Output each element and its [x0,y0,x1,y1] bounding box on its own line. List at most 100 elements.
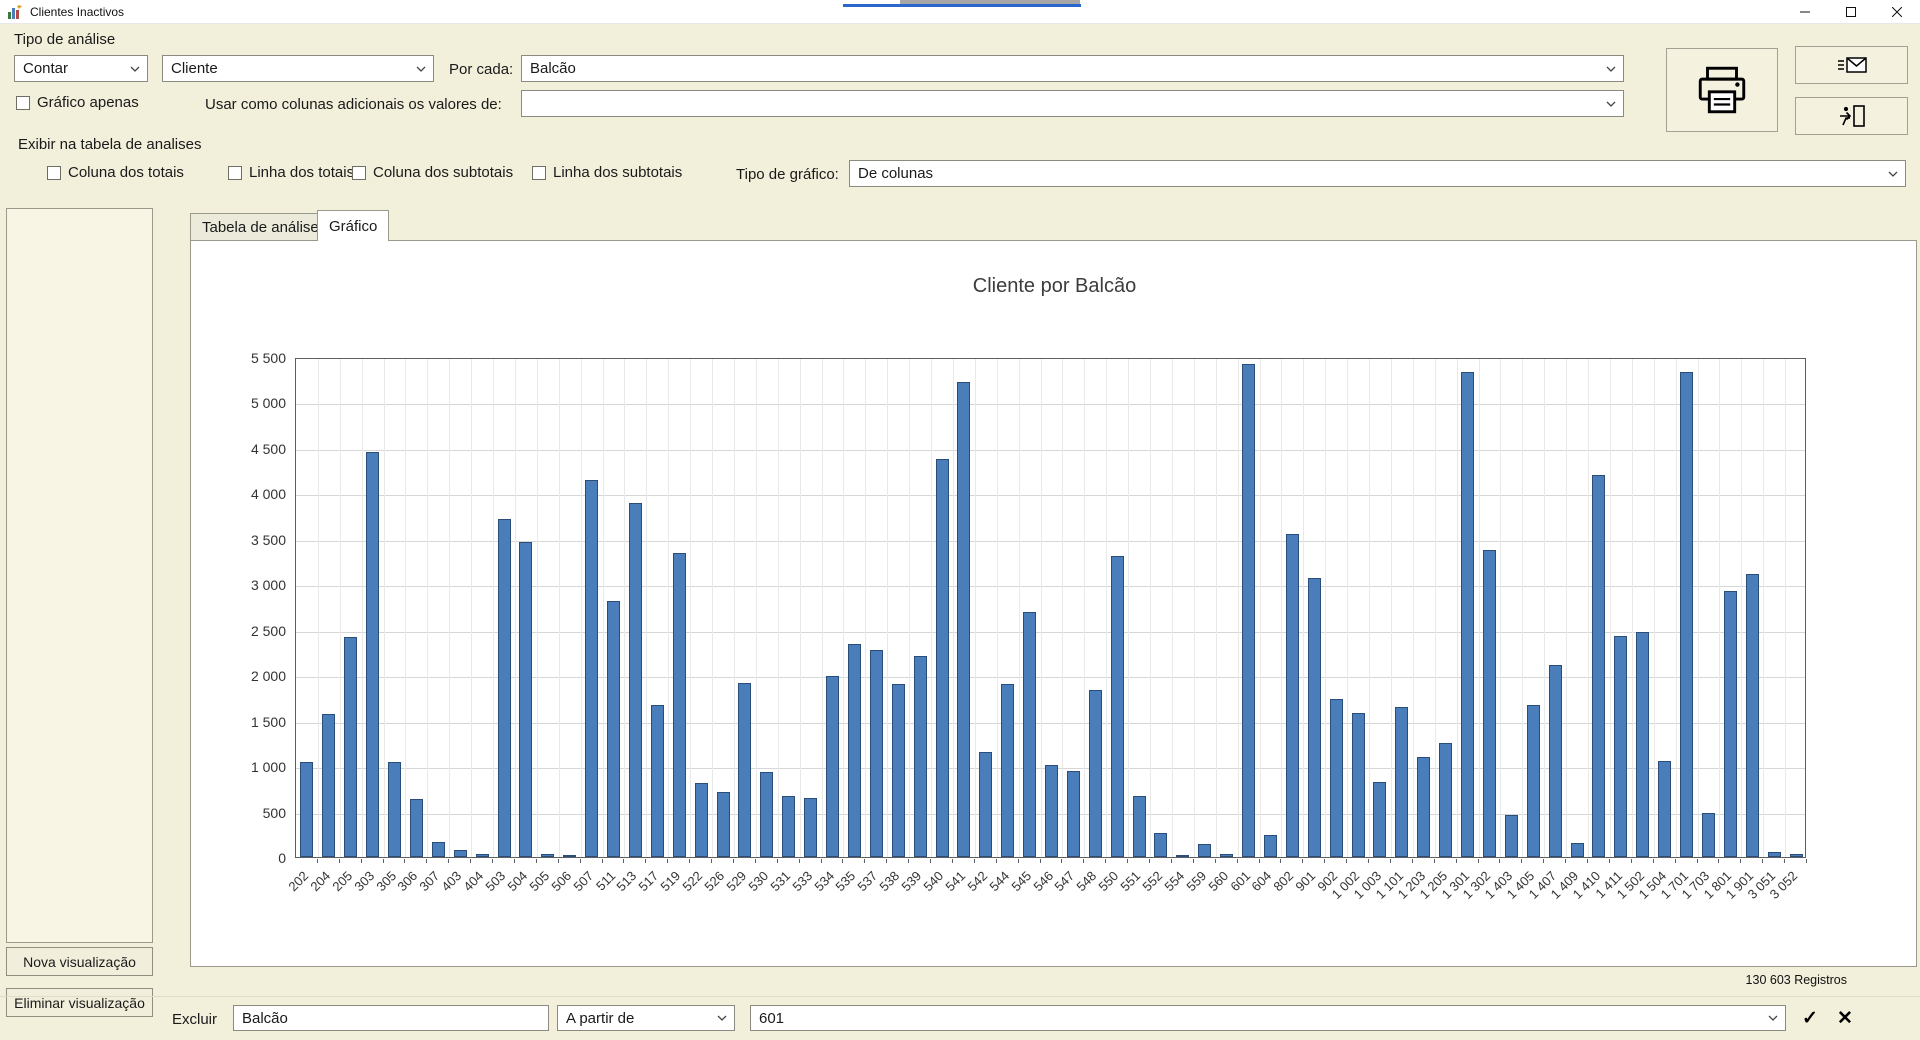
chart-bar [1461,371,1475,857]
v-gridline [1588,359,1589,857]
chart-bar [913,656,927,857]
exclude-field-combo[interactable]: Balcão [233,1005,549,1031]
y-axis-label: 1 000 [250,759,286,776]
checkbox-icon [16,95,30,110]
tab-chart[interactable]: Gráfico [317,210,390,241]
x-tick-mark [404,859,405,863]
minimize-button[interactable] [1782,0,1828,24]
v-gridline [1106,359,1108,857]
chart-type-combo[interactable]: De colunas [849,160,1906,187]
v-gridline [1719,359,1721,857]
x-tick-mark [514,859,515,863]
chart-only-checkbox-label: Gráfico apenas [37,94,139,111]
v-gridline [624,359,626,857]
chart-bar [1548,665,1562,857]
v-gridline [427,359,429,857]
views-list[interactable] [6,208,153,943]
close-button[interactable] [1874,0,1920,24]
x-tick-mark [777,859,778,863]
v-gridline [580,359,582,857]
totals-row-checkbox[interactable]: Linha dos totais [228,164,354,181]
x-tick-mark [602,859,603,863]
print-button[interactable] [1666,48,1778,132]
exclude-value-combo[interactable]: 601 [750,1005,1786,1031]
x-tick-mark [1565,859,1566,863]
new-view-button[interactable]: Nova visualização [6,947,153,976]
x-tick-mark [1762,859,1763,863]
chart-bar [1263,835,1277,857]
exclude-operator-combo[interactable]: A partir de [557,1005,735,1031]
x-tick-mark [1784,859,1785,863]
x-tick-mark [1346,859,1347,863]
v-gridline [821,359,823,857]
apply-filter-button[interactable]: ✓ [1796,1005,1824,1032]
x-tick-mark [492,859,493,863]
v-gridline [952,359,954,857]
delete-view-button[interactable]: Eliminar visualização [6,988,153,1017]
exclude-label: Excluir [172,1011,218,1028]
chart-bar [1745,574,1759,857]
v-gridline [1763,359,1765,857]
chart-bar [1592,475,1606,857]
v-gridline [1062,359,1064,857]
chart-title: Cliente por Balcão [972,275,1137,297]
chart-bar [1636,632,1650,857]
minimize-icon [1800,11,1810,13]
x-tick-mark [1434,859,1435,863]
v-gridline [317,359,319,857]
bottom-separator [0,996,1920,997]
chart-only-checkbox[interactable]: Gráfico apenas [16,94,139,111]
v-gridline [777,359,779,857]
h-gridline [296,495,1805,497]
per-each-combo[interactable]: Balcão [521,55,1624,82]
v-gridline [405,359,407,857]
x-tick-mark [1280,859,1281,863]
x-tick-mark [1215,859,1216,863]
x-tick-mark [1609,859,1610,863]
x-tick-mark [864,859,865,863]
chart-bar [1285,534,1299,857]
exit-button[interactable] [1795,97,1908,135]
v-gridline [1193,359,1195,857]
y-axis-label: 500 [262,804,286,821]
clear-filter-button[interactable]: ✕ [1831,1005,1859,1032]
x-tick-mark [1587,859,1588,863]
chevron-down-icon [717,1015,727,1021]
chart-bar [1329,698,1343,857]
subtotals-column-checkbox[interactable]: Coluna dos subtotais [352,164,513,181]
count-combo[interactable]: Contar [14,55,148,82]
exclude-value-combo-value: 601 [759,1009,785,1027]
v-gridline [1456,359,1458,857]
v-gridline [1631,359,1633,857]
y-axis-label: 4 000 [250,486,286,503]
v-gridline [383,359,385,857]
chart-bar [1351,713,1365,857]
entity-combo[interactable]: Cliente [162,55,434,82]
chart-bar [1066,770,1080,857]
checkbox-icon [352,165,366,180]
chart-bar [1504,815,1518,857]
tab-analysis-table[interactable]: Tabela de análise [190,213,331,241]
v-gridline [1128,359,1130,857]
chart-bar [366,452,380,857]
v-gridline [1281,359,1283,857]
clear-icon: ✕ [1837,1008,1853,1029]
chart-bar [388,761,402,857]
exclude-field-combo-value: Balcão [242,1009,288,1027]
email-icon [1837,57,1867,73]
x-tick-mark [1040,859,1041,863]
v-gridline [1369,359,1371,857]
chart-bar [453,849,467,857]
new-view-button-label: Nova visualização [23,953,136,970]
x-tick-mark [689,859,690,863]
send-email-button[interactable] [1795,46,1908,84]
maximize-button[interactable] [1828,0,1874,24]
chart-bar [585,479,599,857]
totals-column-checkbox[interactable]: Coluna dos totais [47,164,184,181]
checkbox-icon [532,165,546,180]
x-tick-mark [1105,859,1106,863]
v-gridline [1653,359,1655,857]
additional-columns-combo[interactable] [521,90,1624,117]
subtotals-row-checkbox[interactable]: Linha dos subtotais [532,164,682,181]
x-tick-mark [996,859,997,863]
